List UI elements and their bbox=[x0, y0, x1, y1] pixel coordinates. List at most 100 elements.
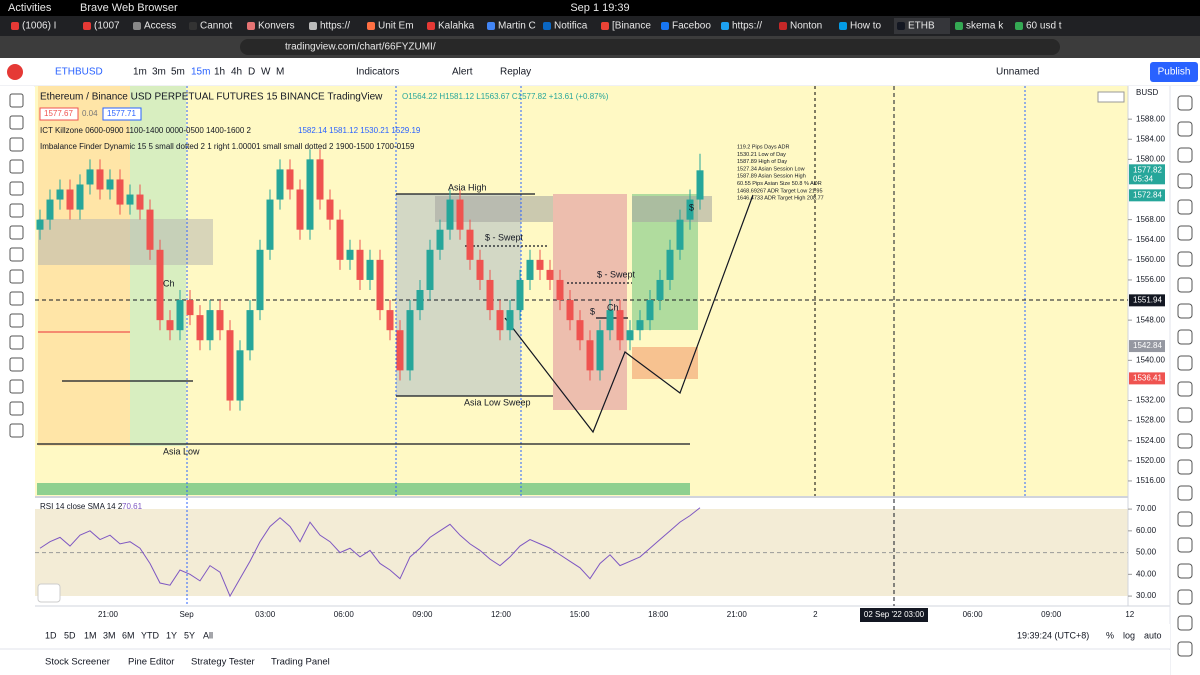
sidebar-icon[interactable] bbox=[1177, 381, 1193, 397]
range-button[interactable]: 3M bbox=[103, 630, 116, 640]
activities[interactable]: Activities bbox=[8, 2, 52, 14]
panel-tab[interactable]: Trading Panel bbox=[271, 657, 330, 668]
log-toggle[interactable]: log bbox=[1123, 630, 1135, 640]
auto-toggle[interactable]: auto bbox=[1144, 630, 1162, 640]
interval[interactable]: 5m bbox=[171, 67, 185, 78]
sidebar-icon[interactable] bbox=[1177, 433, 1193, 449]
panel-tab[interactable]: Pine Editor bbox=[128, 657, 174, 668]
range-button[interactable]: 1M bbox=[84, 630, 97, 640]
tab[interactable] bbox=[540, 18, 596, 34]
interval[interactable]: 1h bbox=[214, 67, 225, 78]
interval[interactable]: D bbox=[248, 67, 255, 78]
panel-tab[interactable]: Strategy Tester bbox=[191, 657, 255, 668]
sidebar-icon[interactable] bbox=[1177, 199, 1193, 215]
sidebar-icon[interactable] bbox=[1177, 615, 1193, 631]
interval[interactable]: W bbox=[261, 67, 271, 78]
tool-icon[interactable] bbox=[9, 379, 24, 394]
tab[interactable] bbox=[836, 18, 892, 34]
sidebar-icon[interactable] bbox=[1177, 277, 1193, 293]
range-button[interactable]: YTD bbox=[141, 630, 160, 640]
tab[interactable] bbox=[658, 18, 716, 34]
sidebar-icon[interactable] bbox=[1177, 329, 1193, 345]
tool-icon[interactable] bbox=[9, 181, 24, 196]
tab[interactable] bbox=[598, 18, 656, 34]
sidebar-icon[interactable] bbox=[1177, 459, 1193, 475]
symbol[interactable]: ETHBUSD bbox=[55, 67, 103, 78]
range-button[interactable]: 1Y bbox=[166, 630, 177, 640]
tool-icon[interactable] bbox=[9, 269, 24, 284]
sidebar-icon[interactable] bbox=[1177, 95, 1193, 111]
tab[interactable] bbox=[484, 18, 538, 34]
tab[interactable] bbox=[952, 18, 1010, 34]
tab[interactable] bbox=[776, 18, 834, 34]
tool-icon[interactable] bbox=[9, 159, 24, 174]
sidebar-icon[interactable] bbox=[1177, 407, 1193, 423]
layout-name[interactable]: Unnamed bbox=[996, 67, 1039, 78]
tab[interactable] bbox=[8, 18, 78, 34]
tab[interactable] bbox=[80, 18, 128, 34]
range-button[interactable]: All bbox=[203, 630, 213, 640]
sidebar-icon[interactable] bbox=[1177, 641, 1193, 657]
tool-icon[interactable] bbox=[9, 357, 24, 372]
tab[interactable] bbox=[244, 18, 304, 34]
tab[interactable] bbox=[424, 18, 482, 34]
tab[interactable] bbox=[894, 18, 950, 34]
x-tick-label: 21:00 bbox=[98, 610, 119, 619]
candle-body bbox=[526, 259, 534, 280]
candle-body bbox=[326, 199, 334, 220]
range-button[interactable]: 5D bbox=[64, 630, 76, 640]
percent-toggle[interactable]: % bbox=[1106, 630, 1114, 640]
sidebar-icon[interactable] bbox=[1177, 563, 1193, 579]
sidebar-icon[interactable] bbox=[1177, 225, 1193, 241]
tab-title: Martin C bbox=[498, 21, 536, 32]
tab-icon bbox=[83, 22, 91, 30]
tab[interactable] bbox=[718, 18, 774, 34]
tool-icon[interactable] bbox=[9, 313, 24, 328]
sidebar-icon[interactable] bbox=[1177, 511, 1193, 527]
tab[interactable] bbox=[306, 18, 362, 34]
tool-icon[interactable] bbox=[9, 93, 24, 108]
sidebar-icon[interactable] bbox=[1177, 121, 1193, 137]
avatar[interactable] bbox=[7, 64, 23, 80]
range-button[interactable]: 6M bbox=[122, 630, 135, 640]
interval[interactable]: 4h bbox=[231, 67, 242, 78]
replay-button[interactable]: Replay bbox=[500, 67, 531, 78]
tool-icon[interactable] bbox=[9, 247, 24, 262]
tab[interactable] bbox=[186, 18, 242, 34]
tool-icon[interactable] bbox=[9, 291, 24, 306]
interval[interactable]: M bbox=[276, 67, 284, 78]
tab-title: ETHB bbox=[908, 21, 935, 32]
interval[interactable]: 1m bbox=[133, 67, 147, 78]
tool-icon[interactable] bbox=[9, 115, 24, 130]
bid-box[interactable] bbox=[39, 107, 79, 121]
tool-icon[interactable] bbox=[9, 335, 24, 350]
tab[interactable] bbox=[364, 18, 422, 34]
interval[interactable]: 15m bbox=[191, 67, 210, 78]
tool-icon[interactable] bbox=[9, 137, 24, 152]
tab[interactable] bbox=[1012, 18, 1068, 34]
sidebar-icon[interactable] bbox=[1177, 589, 1193, 605]
tool-icon[interactable] bbox=[9, 401, 24, 416]
sidebar-icon[interactable] bbox=[1177, 173, 1193, 189]
tool-icon[interactable] bbox=[9, 423, 24, 438]
panel-tab[interactable]: Stock Screener bbox=[45, 657, 110, 668]
sidebar-icon[interactable] bbox=[1177, 355, 1193, 371]
sidebar-icon[interactable] bbox=[1177, 485, 1193, 501]
publish-button[interactable] bbox=[1150, 62, 1198, 82]
alert-button[interactable]: Alert bbox=[452, 67, 473, 78]
interval[interactable]: 3m bbox=[152, 67, 166, 78]
scale-buttons[interactable] bbox=[1097, 91, 1125, 103]
indicators-button[interactable]: Indicators bbox=[356, 67, 399, 78]
range-button[interactable]: 5Y bbox=[184, 630, 195, 640]
tab[interactable] bbox=[130, 18, 184, 34]
sidebar-icon[interactable] bbox=[1177, 147, 1193, 163]
tool-icon[interactable] bbox=[9, 225, 24, 240]
sidebar-icon[interactable] bbox=[1177, 303, 1193, 319]
url-field[interactable] bbox=[240, 39, 1060, 55]
sidebar-icon[interactable] bbox=[1177, 251, 1193, 267]
publish-label[interactable]: Publish bbox=[1158, 67, 1191, 78]
tool-icon[interactable] bbox=[9, 203, 24, 218]
range-button[interactable]: 1D bbox=[45, 630, 57, 640]
sidebar-icon[interactable] bbox=[1177, 537, 1193, 553]
ask-box[interactable] bbox=[102, 107, 142, 121]
